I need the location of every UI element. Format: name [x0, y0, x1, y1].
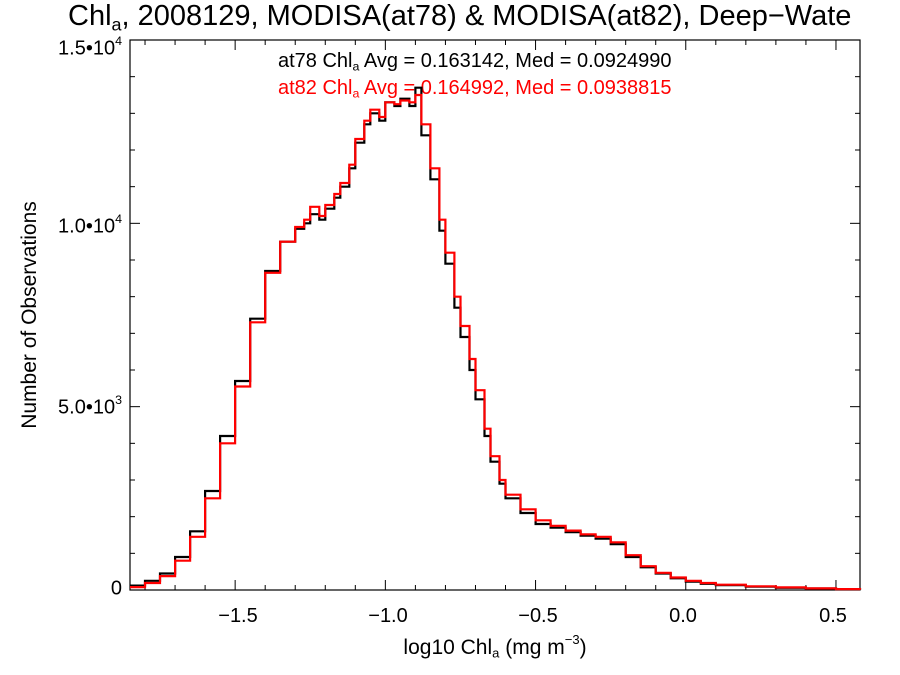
x-axis-label: log10 Chla (mg m−3) [403, 632, 587, 661]
plot-frame [129, 39, 861, 591]
y-tick-label-15000: 1.5•104 [58, 34, 122, 60]
x-tick-label-neg0.5: −0.5 [518, 605, 558, 627]
series-line-at78 [130, 86, 862, 591]
series-line-at82 [130, 93, 862, 591]
x-tick-label-neg1.5: −1.5 [218, 605, 258, 627]
axis-ticks [130, 39, 860, 591]
stat-line-at78: at78 Chla Avg = 0.163142, Med = 0.092499… [278, 50, 672, 74]
chart-title: Chla, 2008129, MODISA(at78) & MODISA(at8… [68, 0, 852, 35]
y-tick-label-0: 0 [110, 577, 122, 600]
stat-line-at82: at82 Chla Avg = 0.164992, Med = 0.093881… [278, 77, 672, 101]
x-tick-label-0.5: 0.5 [819, 605, 847, 627]
x-tick-label-0.0: 0.0 [669, 605, 697, 627]
x-tick-label-neg1.0: −1.0 [368, 605, 408, 627]
y-tick-label-10000: 1.0•104 [58, 212, 122, 238]
series-group [130, 86, 862, 591]
y-tick-label-5000: 5.0•103 [58, 393, 122, 419]
